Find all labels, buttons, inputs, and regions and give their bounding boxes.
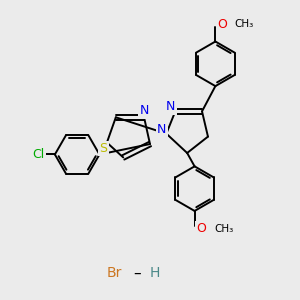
Text: CH₃: CH₃	[214, 224, 233, 234]
Text: –: –	[133, 266, 140, 281]
Text: O: O	[217, 18, 227, 31]
Text: N: N	[157, 123, 167, 136]
Text: Cl: Cl	[32, 148, 45, 161]
Text: N: N	[140, 104, 149, 117]
Text: CH₃: CH₃	[235, 19, 254, 29]
Text: Br: Br	[106, 266, 122, 280]
Text: S: S	[99, 142, 107, 155]
Text: N: N	[166, 100, 176, 113]
Text: O: O	[196, 222, 206, 235]
Text: H: H	[149, 266, 160, 280]
